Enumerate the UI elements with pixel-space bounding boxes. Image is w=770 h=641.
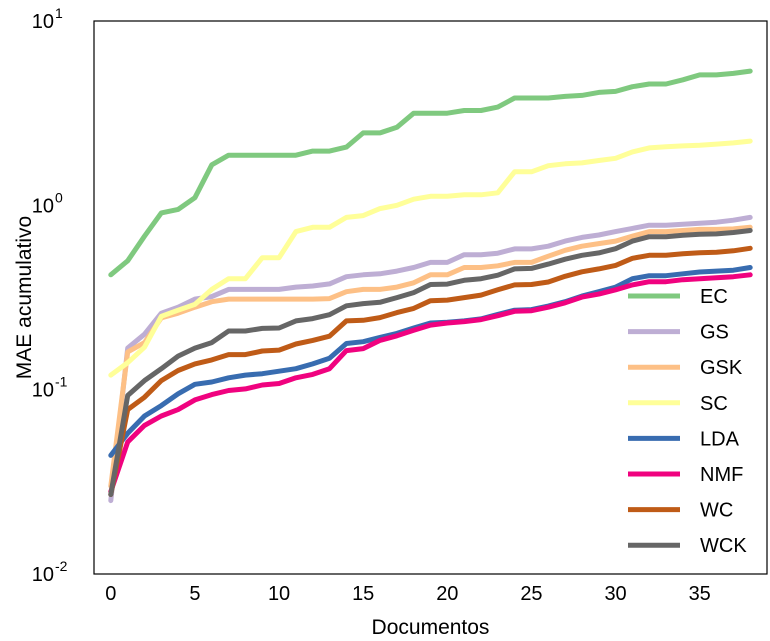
plot-frame (93, 20, 768, 575)
y-tick-label: 10 (32, 380, 54, 402)
x-tick-label: 25 (520, 583, 542, 605)
x-tick-label: 0 (105, 583, 116, 605)
x-axis-ticks: 0 5 10 15 20 25 30 35 (105, 583, 711, 605)
y-tick-label: 10 (32, 195, 54, 217)
legend-label-wck: WCK (700, 535, 747, 557)
legend-label-gsk: GSK (700, 357, 743, 379)
y-tick-label: 10 (32, 11, 54, 33)
series-line-sc (108, 138, 753, 378)
series-line-nmf (108, 272, 753, 495)
series-line-wck (108, 228, 753, 497)
x-tick-label: 15 (352, 583, 374, 605)
x-axis-label: Documentos (372, 616, 490, 639)
series-line-wc (108, 245, 753, 497)
series-lines (108, 68, 753, 504)
series-line-gs (108, 214, 753, 504)
x-tick-label: 35 (689, 583, 711, 605)
series-line-gsk (108, 224, 753, 489)
legend: EC GS GSK SC LDA NMF WC WCK (628, 286, 747, 557)
legend-label-wc: WC (700, 500, 733, 522)
y-tick-exponent: -1 (55, 374, 68, 390)
legend-label-ec: EC (700, 286, 728, 308)
x-tick-label: 30 (604, 583, 626, 605)
legend-label-lda: LDA (700, 428, 740, 450)
legend-label-gs: GS (700, 322, 729, 344)
y-tick-exponent: -2 (55, 558, 68, 574)
x-tick-label: 10 (268, 583, 290, 605)
y-tick-exponent: 0 (55, 189, 63, 205)
y-tick-exponent: 1 (55, 5, 63, 21)
x-tick-label: 5 (189, 583, 200, 605)
y-axis-label: MAE acumulativo (13, 216, 36, 379)
x-tick-label: 20 (436, 583, 458, 605)
series-line-ec (108, 68, 753, 278)
y-tick-label: 10 (32, 564, 54, 586)
legend-label-nmf: NMF (700, 464, 743, 486)
legend-label-sc: SC (700, 393, 728, 415)
